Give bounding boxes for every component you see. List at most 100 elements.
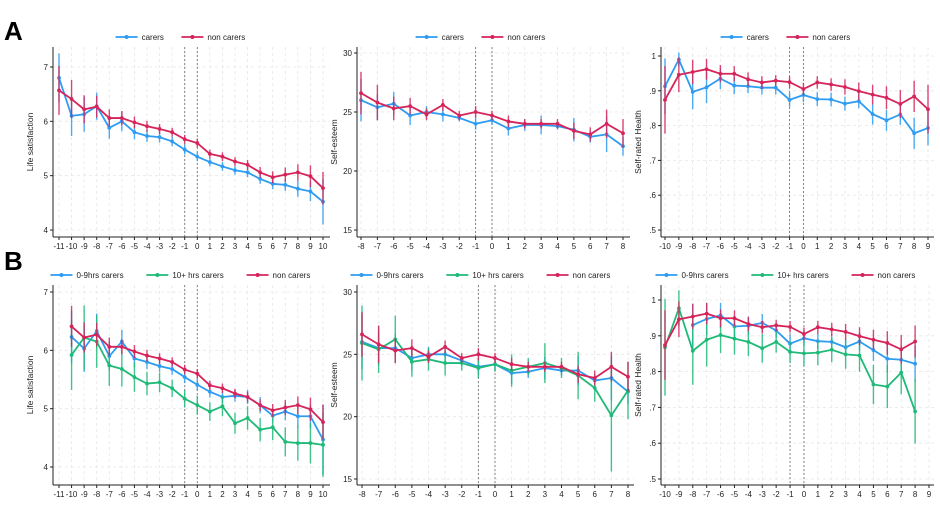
x-tick-label: -6: [118, 490, 126, 499]
data-point: [856, 99, 861, 104]
x-tick-label: 9: [308, 242, 313, 251]
legend-label: non carers: [507, 33, 545, 42]
data-point: [270, 425, 275, 430]
panel-3: -10 -9 -8 -7 -6 -5 -4 -3 -2 -1 0 1 2 3 4 5 6 7 8 9.5.6.7.8.…: [633, 33, 934, 251]
data-point: [391, 106, 396, 111]
data-point: [732, 336, 737, 341]
data-point: [182, 375, 187, 380]
legend-label: 0-9hrs carers: [681, 271, 728, 280]
data-point: [690, 314, 695, 319]
x-tick-label: 8: [912, 242, 917, 251]
data-point: [857, 334, 862, 339]
data-point: [718, 316, 723, 321]
legend-label: carers: [442, 33, 464, 42]
legend-marker: [664, 273, 669, 277]
data-point: [773, 78, 778, 83]
data-point: [107, 363, 112, 368]
data-point: [107, 125, 112, 130]
data-point: [542, 364, 547, 369]
data-point: [270, 408, 275, 413]
x-tick-label: -1: [181, 490, 189, 499]
x-tick-label: 0: [490, 242, 495, 251]
y-tick-label: 4: [44, 226, 49, 235]
x-tick-label: -5: [408, 490, 416, 499]
x-tick-label: 1: [815, 242, 820, 251]
data-point: [493, 356, 497, 360]
x-tick-label: 4: [245, 242, 250, 251]
data-point: [220, 386, 225, 391]
panel-5: -8 -7 -6 -5 -4 -3 -2 -1 0 1 2 3 4 5 6 7 8 15 20 25 30 Self-es…: [329, 271, 634, 499]
series-line: [58, 77, 324, 203]
legend-label: 0-9hrs carers: [376, 271, 423, 280]
y-tick-label: 7: [44, 63, 49, 72]
legend-label: 10+ hrs carers: [472, 271, 523, 280]
x-tick-label: -4: [745, 490, 753, 499]
y-tick-label: 30: [343, 288, 352, 297]
legend-item: non carers: [181, 33, 245, 42]
x-tick-label: 6: [884, 242, 889, 251]
data-point: [308, 407, 313, 412]
data-point: [145, 360, 149, 364]
data-point: [145, 353, 149, 358]
y-tick-label: .8: [649, 368, 656, 377]
data-point: [233, 168, 237, 173]
x-tick-label: 5: [870, 242, 875, 251]
data-point: [746, 77, 750, 82]
series-non-carers: [69, 306, 325, 440]
y-tick-label: .9: [649, 332, 656, 341]
x-tick-label: 4: [857, 242, 862, 251]
data-point: [870, 92, 875, 97]
data-point: [283, 405, 288, 410]
data-point: [604, 121, 609, 126]
legend-item: non carers: [546, 271, 610, 280]
x-tick-label: -2: [456, 242, 464, 251]
data-point: [829, 97, 834, 102]
x-tick-label: -8: [357, 242, 365, 251]
data-point: [258, 427, 263, 432]
x-tick-label: -5: [731, 490, 739, 499]
data-point: [732, 83, 737, 88]
data-point: [857, 353, 862, 358]
legend-label: 10+ hrs carers: [777, 271, 828, 280]
data-point: [704, 67, 709, 72]
data-point: [663, 97, 667, 102]
data-point: [69, 353, 74, 357]
x-tick-label: -9: [675, 490, 683, 499]
legend-item: 0-9hrs carers: [50, 271, 124, 280]
data-point: [718, 333, 723, 337]
data-point: [704, 311, 709, 316]
data-point: [815, 325, 820, 330]
panel-1: -11 -10 -9 -8 -7 -6 -5 -4 -3 -2 -1 0 1 2 3 4 5 6 7 8 9 104567…: [25, 33, 330, 251]
data-point: [802, 332, 806, 336]
data-point: [157, 364, 162, 368]
data-point: [801, 87, 806, 91]
legend-item: carers: [115, 33, 164, 42]
data-point: [626, 374, 630, 379]
series-line: [58, 89, 324, 189]
data-point: [270, 175, 275, 180]
x-tick-label: 0: [493, 490, 498, 499]
x-tick-label: 7: [283, 242, 288, 251]
y-tick-label: 25: [343, 350, 352, 359]
data-point: [132, 130, 137, 135]
x-tick-label: -2: [169, 242, 177, 251]
x-tick-label: 5: [258, 242, 263, 251]
data-point: [788, 350, 792, 354]
legend-marker: [729, 35, 734, 39]
data-point: [245, 416, 250, 420]
data-point: [295, 170, 300, 175]
legend-marker: [255, 273, 260, 277]
data-point: [760, 346, 765, 351]
y-tick-label: 4: [44, 463, 49, 472]
data-point: [913, 409, 918, 414]
data-point: [746, 322, 751, 326]
data-point: [829, 82, 834, 87]
legend-label: 10+ hrs carers: [172, 271, 223, 280]
data-point: [360, 332, 364, 337]
data-point: [283, 440, 288, 444]
x-tick-label: 0: [195, 242, 200, 251]
data-point: [787, 80, 792, 84]
data-point: [690, 348, 695, 353]
y-tick-label: 7: [44, 288, 49, 297]
series-carers: [663, 52, 930, 149]
